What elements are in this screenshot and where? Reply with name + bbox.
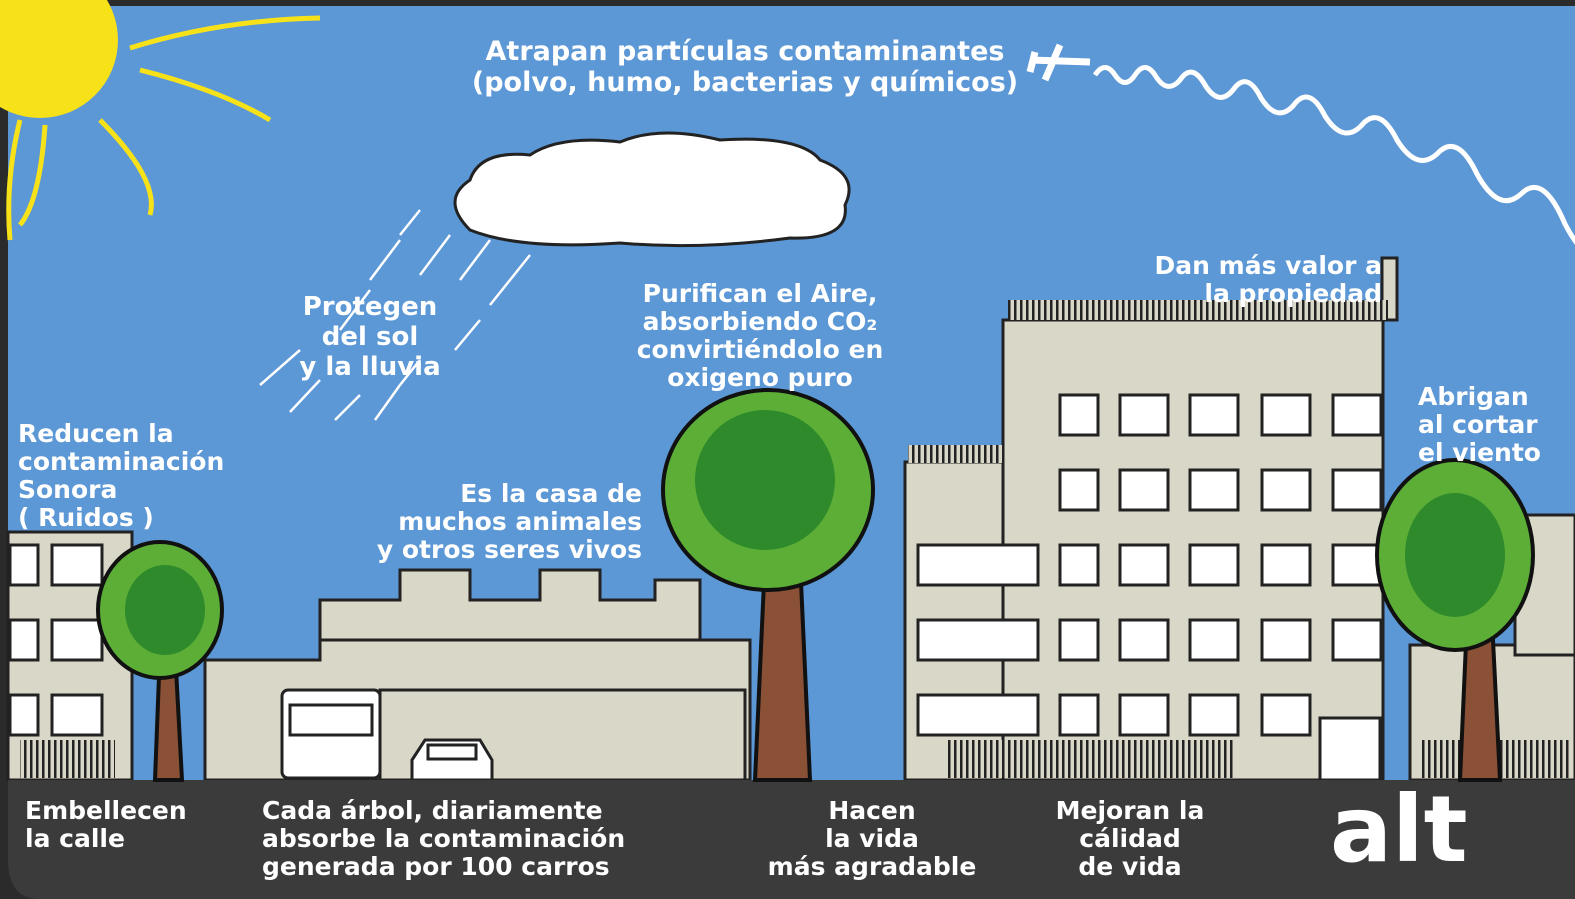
infographic: Atrapan partículas contaminantes(polvo, …	[0, 0, 1575, 899]
label-line: Protegen	[299, 292, 440, 322]
label-line: la propiedad	[1155, 280, 1382, 308]
label-line: Abrigan	[1418, 383, 1541, 411]
label-line: del sol	[299, 322, 440, 352]
label-line: generada por 100 carros	[262, 853, 625, 881]
scene	[0, 0, 1575, 899]
label-line: Atrapan partículas contaminantes	[472, 36, 1018, 67]
label-line: absorbiendo CO₂	[637, 308, 884, 336]
label-line: convirtiéndolo en	[637, 336, 884, 364]
label-line: Mejoran la	[1056, 797, 1205, 825]
label-line: la vida	[768, 825, 977, 853]
label-line: muchos animales	[377, 508, 642, 536]
label-line: de vida	[1056, 853, 1205, 881]
label-line: cálidad	[1056, 825, 1205, 853]
label-line: la calle	[25, 825, 187, 853]
label-line: más agradable	[768, 853, 977, 881]
label-line: Reducen la	[18, 420, 224, 448]
label-line: Embellecen	[25, 797, 187, 825]
label-line: absorbe la contaminación	[262, 825, 625, 853]
label-line: Sonora	[18, 476, 224, 504]
label-line: Es la casa de	[377, 480, 642, 508]
label-line: Purifican el Aire,	[637, 280, 884, 308]
pollution-label: Atrapan partículas contaminantes(polvo, …	[472, 36, 1018, 98]
label-line: Hacen	[768, 797, 977, 825]
label-line: oxigeno puro	[637, 364, 884, 392]
label-line: (polvo, humo, bacterias y químicos)	[472, 67, 1018, 98]
label-line: y la lluvia	[299, 352, 440, 382]
label-line: alt	[1330, 780, 1468, 880]
label-line: contaminación	[18, 448, 224, 476]
label-line: al cortar	[1418, 411, 1541, 439]
brand-logo: alt	[1330, 780, 1468, 880]
label-line: ( Ruidos )	[18, 504, 224, 532]
label-line: Cada árbol, diariamente	[262, 797, 625, 825]
label-line: el viento	[1418, 439, 1541, 467]
label-line: Dan más valor a	[1155, 252, 1382, 280]
label-line: y otros seres vivos	[377, 536, 642, 564]
